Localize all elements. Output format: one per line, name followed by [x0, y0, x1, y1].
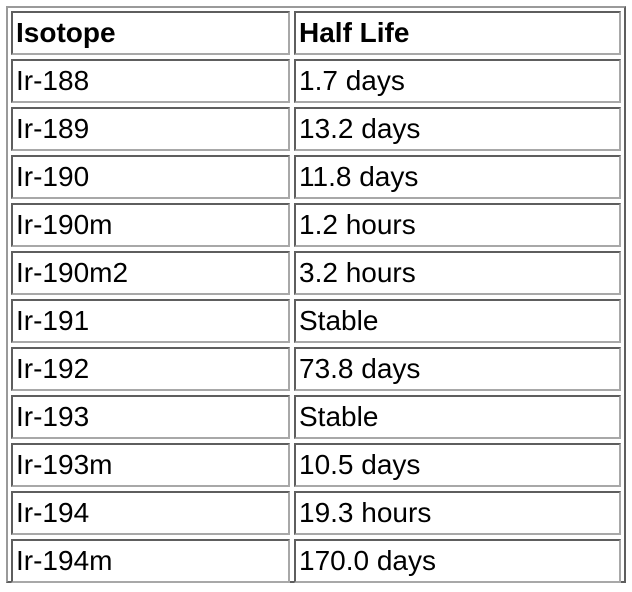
isotope-cell: Ir-190	[11, 155, 290, 199]
table-header-row: Isotope Half Life	[11, 11, 621, 55]
half-life-cell: 1.2 hours	[294, 203, 621, 247]
column-header-isotope: Isotope	[11, 11, 290, 55]
table-row: Ir-194m 170.0 days	[11, 539, 621, 583]
isotope-cell: Ir-194m	[11, 539, 290, 583]
isotope-cell: Ir-191	[11, 299, 290, 343]
isotope-cell: Ir-194	[11, 491, 290, 535]
half-life-cell: 11.8 days	[294, 155, 621, 199]
half-life-cell: 73.8 days	[294, 347, 621, 391]
table-row: Ir-190m 1.2 hours	[11, 203, 621, 247]
isotope-table-frame: Isotope Half Life Ir-188 1.7 days Ir-189…	[6, 6, 626, 583]
table-row: Ir-190 11.8 days	[11, 155, 621, 199]
table-row: Ir-193m 10.5 days	[11, 443, 621, 487]
column-header-half-life: Half Life	[294, 11, 621, 55]
isotope-cell: Ir-192	[11, 347, 290, 391]
table-row: Ir-190m2 3.2 hours	[11, 251, 621, 295]
half-life-cell: 1.7 days	[294, 59, 621, 103]
isotope-cell: Ir-193m	[11, 443, 290, 487]
isotope-cell: Ir-188	[11, 59, 290, 103]
isotope-cell: Ir-193	[11, 395, 290, 439]
half-life-cell: Stable	[294, 299, 621, 343]
table-row: Ir-194 19.3 hours	[11, 491, 621, 535]
table-row: Ir-188 1.7 days	[11, 59, 621, 103]
isotope-cell: Ir-189	[11, 107, 290, 151]
table-row: Ir-191 Stable	[11, 299, 621, 343]
table-row: Ir-189 13.2 days	[11, 107, 621, 151]
half-life-cell: 3.2 hours	[294, 251, 621, 295]
isotope-half-life-table: Isotope Half Life Ir-188 1.7 days Ir-189…	[7, 7, 625, 587]
table-row: Ir-193 Stable	[11, 395, 621, 439]
isotope-cell: Ir-190m	[11, 203, 290, 247]
isotope-cell: Ir-190m2	[11, 251, 290, 295]
half-life-cell: 170.0 days	[294, 539, 621, 583]
half-life-cell: 10.5 days	[294, 443, 621, 487]
table-row: Ir-192 73.8 days	[11, 347, 621, 391]
half-life-cell: 13.2 days	[294, 107, 621, 151]
half-life-cell: 19.3 hours	[294, 491, 621, 535]
half-life-cell: Stable	[294, 395, 621, 439]
